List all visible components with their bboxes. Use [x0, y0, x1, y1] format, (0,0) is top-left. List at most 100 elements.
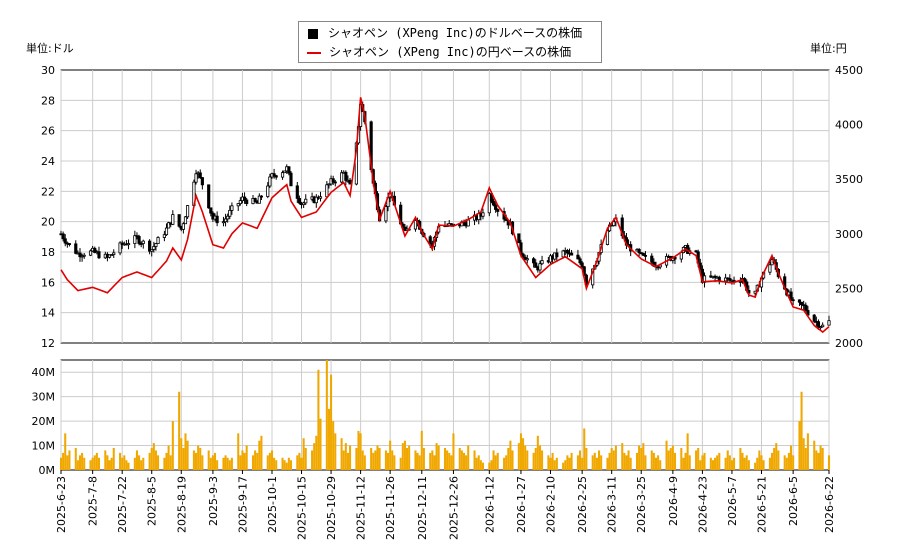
candle-body	[245, 199, 249, 205]
candle-body	[283, 170, 287, 174]
candle-body	[226, 215, 230, 220]
candle-body	[154, 243, 158, 247]
candle-body	[304, 198, 308, 204]
volume-bar	[519, 433, 522, 470]
volume-bar	[564, 460, 567, 470]
candle-body	[215, 215, 219, 224]
candle-body	[797, 299, 802, 303]
volume-bar	[287, 457, 290, 470]
x-tick-label: 2025-9-3	[207, 476, 220, 526]
volume-bar	[465, 455, 468, 470]
volume-bar	[401, 443, 404, 470]
volume-bar	[709, 457, 712, 470]
candle-body	[561, 250, 565, 258]
left-tick-label: 28	[41, 94, 55, 107]
candle-body	[177, 214, 181, 227]
candle-body	[314, 196, 318, 204]
volume-bar	[551, 452, 554, 470]
volume-bar	[509, 440, 512, 470]
volume-bar	[241, 450, 244, 470]
volume-bar	[216, 460, 219, 470]
candle-body	[257, 195, 261, 204]
legend-label-jpy: シャオペン (XPeng Inc)の円ベースの株価	[329, 45, 572, 59]
volume-bar	[534, 448, 537, 470]
volume-bar	[475, 457, 478, 470]
volume-bar	[760, 455, 763, 470]
volume-bar	[813, 440, 816, 470]
candle-body	[74, 243, 78, 254]
legend-label-usd: シャオペン (XPeng Inc)のドルベースの株価	[328, 26, 583, 40]
volume-bar	[566, 455, 569, 470]
candle-body	[818, 326, 823, 329]
volume-bar	[787, 452, 790, 470]
volume-bar	[228, 460, 231, 470]
candle-body	[348, 179, 352, 185]
right-tick-label: 2500	[835, 282, 863, 295]
candle-body	[209, 207, 213, 214]
candle-body	[97, 251, 101, 259]
volume-bar	[585, 448, 588, 470]
volume-bar	[138, 455, 141, 470]
candle-body	[713, 275, 717, 278]
volume-bar	[714, 457, 717, 470]
candle-body	[110, 254, 114, 256]
candle-body	[297, 198, 301, 204]
candle-body	[137, 236, 141, 244]
volume-bar	[762, 460, 765, 470]
volume-tick-label: 0M	[39, 464, 56, 477]
candle-body	[789, 291, 793, 301]
x-tick-label: 2025-10-1	[266, 476, 279, 533]
volume-bar	[792, 455, 795, 470]
candle-body	[540, 260, 544, 265]
volume-bar	[332, 421, 335, 470]
legend-entry-usd: シャオペン (XPeng Inc)のドルベースの株価	[307, 24, 582, 42]
volume-bar	[608, 452, 611, 470]
candle-body	[532, 258, 536, 264]
x-tick-label: 2026-4-9	[667, 476, 680, 526]
volume-bar	[492, 450, 495, 470]
candle-body	[821, 324, 825, 328]
candle-body	[738, 281, 742, 283]
right-tick-label: 4500	[835, 64, 863, 77]
left-tick-label: 24	[41, 155, 55, 168]
x-tick-label: 2025-8-5	[146, 476, 159, 526]
volume-bar	[283, 460, 286, 470]
left-tick-label: 20	[41, 216, 55, 229]
right-tick-label: 2000	[835, 337, 863, 350]
candle-body	[112, 252, 116, 255]
volume-bar	[773, 448, 776, 470]
candle-body	[641, 252, 645, 256]
candle-body	[107, 254, 112, 258]
candle-body	[139, 243, 143, 245]
candle-body	[287, 166, 291, 174]
volume-bar	[95, 452, 98, 470]
candle-body	[340, 172, 344, 183]
chart-legend: シャオペン (XPeng Inc)のドルベースの株価 シャオペン (XPeng …	[298, 21, 602, 63]
right-tick-label: 3000	[835, 228, 863, 241]
candle-body	[167, 222, 171, 229]
yen-price-line	[60, 97, 830, 334]
volume-bar	[148, 452, 151, 470]
volume-bar	[724, 457, 727, 470]
volume-bar	[414, 450, 417, 470]
volume-bar	[349, 445, 352, 470]
x-tick-label: 2026-1-27	[515, 476, 528, 533]
candle-body	[679, 252, 683, 260]
volume-bar	[817, 452, 820, 470]
volume-bar	[638, 445, 641, 470]
candle-body	[259, 195, 264, 198]
volume-bar	[384, 450, 387, 470]
candle-body	[198, 172, 202, 178]
volume-bar	[239, 455, 242, 470]
volume-bar	[730, 460, 733, 470]
left-tick-label: 12	[41, 337, 55, 350]
volume-bar	[59, 457, 63, 470]
volume-bar	[673, 452, 677, 470]
volume-bar	[226, 457, 229, 470]
volume-bar	[68, 450, 71, 470]
candle-body	[268, 176, 272, 187]
candle-body	[799, 301, 804, 306]
volume-bar	[488, 462, 491, 470]
volume-bar	[330, 374, 333, 470]
candle-body	[230, 205, 234, 211]
